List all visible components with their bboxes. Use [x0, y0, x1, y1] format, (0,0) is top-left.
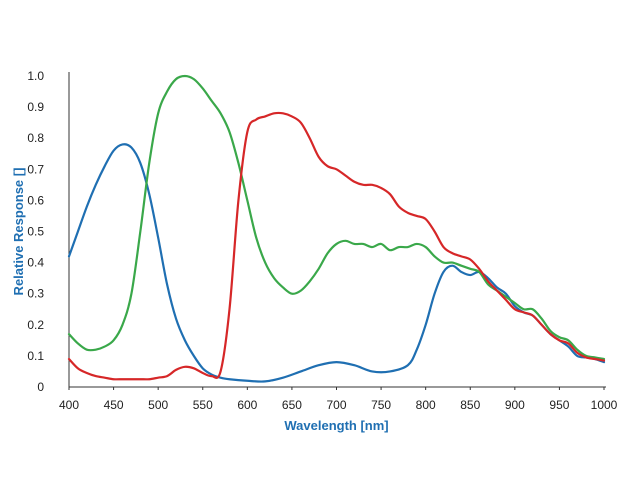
y-tick-label: 1.0	[27, 69, 44, 83]
series-line-1	[67, 74, 606, 361]
y-tick-label: 0.4	[27, 256, 44, 270]
x-tick-label: 950	[549, 398, 569, 412]
y-tick-label: 0.2	[27, 318, 44, 332]
x-tick-label: 850	[460, 398, 480, 412]
x-tick-label: 800	[416, 398, 436, 412]
series-line-0	[67, 143, 606, 383]
x-tick-label: 700	[326, 398, 346, 412]
x-tick-label: 750	[371, 398, 391, 412]
series-layer	[67, 74, 606, 383]
y-tick-label: 0	[37, 380, 44, 394]
y-axis-ticks: 0 0.1 0.2 0.3 0.4 0.5 0.6 0.7 0.8 0.9 1.0	[27, 69, 44, 394]
y-tick-label: 0.9	[27, 100, 44, 114]
x-axis-ticks: 400 450 500 550 600 650 700 750 800 850 900 950 1000	[59, 387, 618, 412]
y-tick-label: 0.1	[27, 349, 44, 363]
y-axis-title: Relative Response []	[11, 168, 26, 296]
x-axis-title: Wavelength [nm]	[284, 418, 388, 433]
x-tick-label: 900	[505, 398, 525, 412]
x-tick-label: 650	[282, 398, 302, 412]
x-tick-label: 400	[59, 398, 79, 412]
y-tick-label: 0.7	[27, 162, 44, 176]
chart-axes	[68, 72, 606, 388]
x-tick-label: 550	[193, 398, 213, 412]
y-tick-label: 0.3	[27, 287, 44, 301]
y-tick-label: 0.6	[27, 193, 44, 207]
y-tick-label: 0.5	[27, 225, 44, 239]
series-line-2	[67, 111, 606, 381]
x-tick-label: 450	[104, 398, 124, 412]
x-tick-label: 500	[148, 398, 168, 412]
x-tick-label: 1000	[591, 398, 618, 412]
x-tick-label: 600	[237, 398, 257, 412]
y-tick-label: 0.8	[27, 131, 44, 145]
